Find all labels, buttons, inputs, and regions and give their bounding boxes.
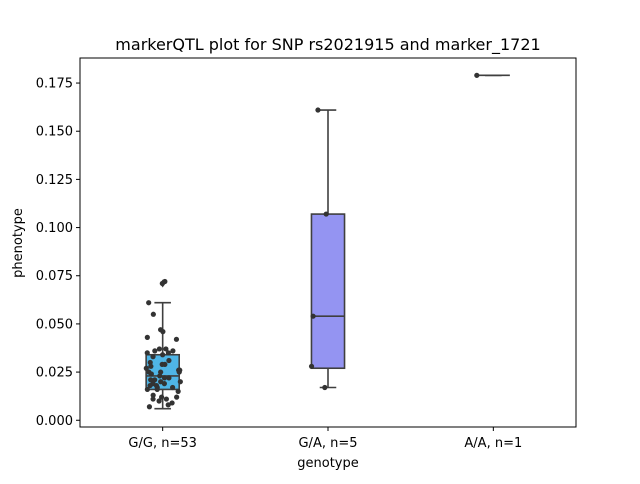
y-axis-label: phenotype [11, 208, 26, 278]
data-point [146, 300, 152, 306]
data-point [159, 361, 165, 367]
y-tick-label: 0.075 [36, 269, 73, 284]
y-tick-label: 0.100 [36, 221, 73, 236]
data-point [148, 363, 154, 369]
y-tick-label: 0.050 [36, 317, 73, 332]
data-point [150, 311, 156, 317]
x-tick-label: A/A, n=1 [464, 436, 522, 451]
data-point [177, 379, 183, 385]
data-point [150, 396, 156, 402]
data-point [174, 394, 180, 400]
data-point [150, 354, 156, 360]
x-axis-label: genotype [297, 456, 358, 471]
data-point [173, 336, 180, 342]
data-point [161, 375, 168, 381]
chart-title: markerQTL plot for SNP rs2021915 and mar… [115, 35, 540, 55]
data-point [315, 107, 321, 113]
data-point [169, 400, 175, 406]
data-point [166, 357, 172, 364]
data-point [165, 402, 171, 408]
data-point [157, 373, 163, 379]
data-point [150, 392, 156, 398]
data-point [308, 363, 315, 369]
data-point [163, 396, 170, 402]
data-point [144, 350, 150, 356]
data-point [148, 377, 154, 383]
data-point [159, 394, 165, 400]
data-point [147, 382, 153, 389]
data-point [156, 398, 162, 404]
data-point [163, 346, 169, 352]
data-point [160, 352, 166, 358]
data-point [156, 346, 163, 352]
data-point [144, 386, 150, 393]
x-tick-label: G/A, n=5 [298, 436, 357, 451]
y-tick-label: 0.150 [36, 125, 73, 140]
data-point [170, 348, 176, 354]
data-point [161, 381, 167, 387]
data-point [169, 384, 176, 391]
plot-layer: 0.000 0.025 0.050 0.075 0.100 0.125 0.150 0.175… [36, 72, 522, 451]
data-point [176, 369, 182, 375]
data-point [144, 334, 150, 340]
y-tick-label: 0.125 [36, 173, 73, 188]
plot-frame [79, 57, 577, 428]
data-point [474, 72, 480, 78]
data-point [322, 384, 328, 391]
y-tick-label: 0.175 [36, 77, 73, 92]
data-point [160, 329, 166, 335]
data-point [175, 388, 181, 394]
data-point [147, 359, 153, 366]
box-iqr [310, 213, 346, 370]
data-point [154, 386, 160, 393]
y-tick-label: 0.000 [36, 414, 73, 429]
data-point [146, 404, 153, 410]
data-point [310, 313, 316, 319]
data-point [162, 278, 168, 285]
x-tick-label: G/G, n=53 [128, 436, 196, 451]
data-point [166, 375, 172, 381]
data-point [152, 348, 158, 354]
data-point [323, 211, 329, 217]
data-point [143, 365, 149, 371]
y-tick-label: 0.025 [36, 366, 73, 381]
data-point [148, 371, 154, 377]
data-point [165, 350, 171, 356]
